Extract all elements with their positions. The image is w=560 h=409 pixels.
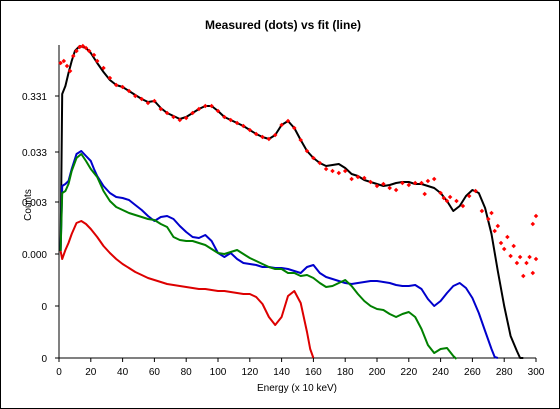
measured-point bbox=[101, 65, 106, 71]
x-ticks: 0 20 40 60 80 100 120 140 160 180 200 220 240 260 280 3… bbox=[56, 358, 545, 378]
measured-point bbox=[406, 182, 412, 188]
series-line-4 bbox=[59, 220, 315, 359]
series-line-3 bbox=[59, 153, 458, 360]
measured-point bbox=[533, 213, 539, 219]
x-tick-label: 20 bbox=[85, 367, 97, 378]
measured-point bbox=[67, 68, 73, 74]
measured-point bbox=[362, 175, 367, 181]
x-tick-label: 200 bbox=[369, 367, 386, 378]
measured-point bbox=[71, 53, 76, 59]
y-tick-label: 0.331 bbox=[22, 92, 47, 103]
measured-point bbox=[425, 178, 431, 184]
series-line-2 bbox=[59, 150, 499, 359]
measured-point bbox=[498, 240, 504, 246]
x-tick-label: 240 bbox=[432, 367, 449, 378]
measured-point bbox=[517, 254, 523, 260]
measured-point bbox=[86, 48, 92, 54]
measured-point bbox=[113, 82, 119, 88]
measured-point bbox=[505, 234, 510, 240]
x-tick-label: 120 bbox=[241, 367, 258, 378]
series-layer bbox=[58, 43, 539, 360]
measured-point bbox=[228, 117, 233, 123]
measured-point bbox=[74, 48, 79, 54]
measured-point bbox=[447, 194, 453, 200]
x-tick-label: 60 bbox=[149, 367, 161, 378]
y-ticks: 0.331 0.033 0.003 0.000 0 0 bbox=[22, 92, 59, 365]
measured-point bbox=[152, 98, 157, 104]
measured-point bbox=[241, 123, 246, 129]
measured-point bbox=[521, 273, 526, 279]
measured-point bbox=[107, 75, 113, 81]
measured-point bbox=[527, 254, 532, 260]
measured-point bbox=[486, 216, 491, 222]
y-tick-label: 0.000 bbox=[22, 250, 47, 261]
x-tick-label: 300 bbox=[528, 367, 545, 378]
measured-point bbox=[94, 58, 100, 64]
measured-point bbox=[120, 84, 125, 90]
x-tick-label: 180 bbox=[337, 367, 354, 378]
measured-point bbox=[222, 114, 227, 120]
chart-title: Measured (dots) vs fit (line) bbox=[205, 18, 361, 32]
measured-point bbox=[495, 223, 501, 229]
measured-point bbox=[91, 52, 97, 58]
measured-point bbox=[317, 160, 323, 166]
measured-point bbox=[83, 45, 89, 51]
y-axis-label: Counts bbox=[23, 189, 34, 221]
y-tick-label: 0 bbox=[41, 354, 47, 365]
x-tick-label: 40 bbox=[117, 367, 129, 378]
measured-point bbox=[441, 195, 447, 201]
measured-point bbox=[58, 60, 63, 66]
measured-point bbox=[80, 43, 86, 49]
y-tick-label: 0.033 bbox=[22, 148, 47, 159]
x-tick-label: 0 bbox=[56, 367, 62, 378]
x-tick-label: 220 bbox=[400, 367, 417, 378]
x-tick-label: 260 bbox=[464, 367, 481, 378]
x-tick-label: 280 bbox=[496, 367, 513, 378]
measured-point bbox=[530, 221, 536, 227]
measured-point bbox=[479, 208, 485, 214]
measured-point bbox=[514, 260, 520, 266]
measured-point bbox=[508, 253, 513, 259]
measured-point bbox=[349, 176, 354, 182]
measured-point bbox=[533, 256, 539, 262]
measured-point bbox=[393, 187, 399, 193]
measured-point bbox=[336, 170, 342, 176]
x-axis-label: Energy (x 10 keV) bbox=[257, 383, 337, 394]
measured-point bbox=[196, 106, 202, 112]
measured-point bbox=[422, 191, 427, 197]
measured-point bbox=[368, 179, 373, 185]
measured-point bbox=[292, 125, 297, 131]
measured-point bbox=[530, 270, 536, 276]
x-tick-label: 100 bbox=[210, 367, 227, 378]
y-tick-label: 0 bbox=[41, 302, 47, 313]
measured-point bbox=[247, 127, 253, 133]
measured-point bbox=[183, 115, 189, 121]
measured-point bbox=[64, 63, 70, 69]
measured-point bbox=[139, 96, 144, 102]
measured-point bbox=[387, 185, 392, 191]
x-tick-label: 140 bbox=[273, 367, 290, 378]
measured-point bbox=[501, 246, 507, 252]
y-tick-label: 0.003 bbox=[22, 198, 47, 209]
measured-point bbox=[330, 168, 335, 174]
x-tick-label: 80 bbox=[181, 367, 193, 378]
measured-point bbox=[524, 260, 529, 266]
measured-point bbox=[323, 166, 329, 172]
measured-point bbox=[489, 210, 494, 216]
measured-point bbox=[454, 198, 459, 204]
measured-point bbox=[511, 243, 516, 249]
measured-point bbox=[431, 176, 437, 182]
measured-point bbox=[492, 228, 497, 234]
x-tick-label: 160 bbox=[305, 367, 322, 378]
